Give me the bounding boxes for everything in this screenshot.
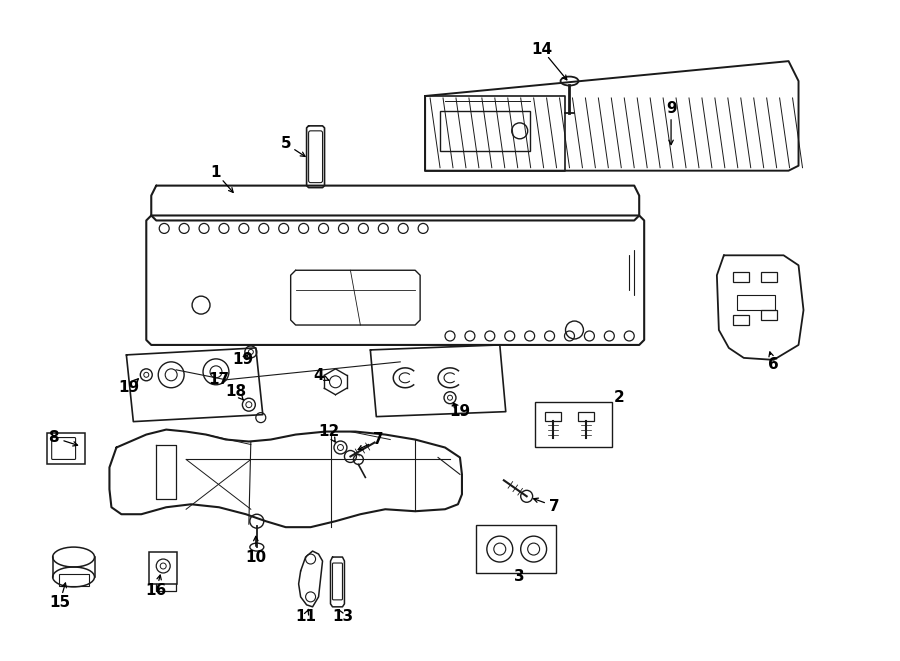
Text: 7: 7	[549, 499, 560, 514]
Text: 14: 14	[531, 42, 553, 57]
Bar	[579, 412, 594, 420]
Text: 15: 15	[50, 596, 70, 610]
Bar	[737, 295, 775, 310]
Text: 12: 12	[318, 424, 339, 439]
Bar	[149, 552, 177, 584]
Text: 8: 8	[49, 430, 59, 445]
Text: 19: 19	[232, 352, 254, 368]
Text: 11: 11	[295, 609, 316, 624]
Bar	[440, 111, 530, 151]
Text: 16: 16	[146, 584, 166, 598]
Text: 2: 2	[614, 390, 625, 405]
Text: 13: 13	[332, 609, 353, 624]
Bar	[733, 315, 749, 325]
Bar	[733, 272, 749, 282]
Bar	[760, 272, 777, 282]
Bar	[544, 412, 561, 420]
Bar	[47, 432, 85, 465]
Text: 19: 19	[449, 404, 471, 419]
Text: 7: 7	[373, 432, 383, 447]
Text: 6: 6	[769, 358, 779, 372]
Text: 9: 9	[666, 101, 677, 116]
Text: 10: 10	[246, 549, 266, 564]
Text: 1: 1	[211, 165, 221, 180]
Bar	[760, 310, 777, 320]
Text: 3: 3	[515, 570, 525, 584]
Bar	[535, 402, 612, 447]
Text: 5: 5	[281, 136, 291, 151]
Text: 17: 17	[209, 372, 230, 387]
Bar	[476, 525, 555, 573]
Text: 4: 4	[313, 368, 324, 383]
Bar	[58, 574, 88, 586]
Text: 19: 19	[119, 380, 140, 395]
Text: 18: 18	[225, 384, 247, 399]
